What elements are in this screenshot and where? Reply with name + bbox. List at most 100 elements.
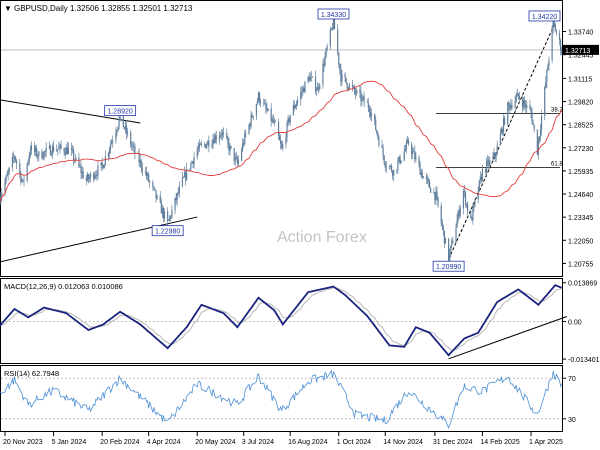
candle-body — [70, 147, 73, 150]
candle-body — [145, 171, 148, 177]
candle-body — [249, 124, 251, 127]
price-tick-label: 1.32445 — [568, 53, 593, 60]
candle-body — [73, 150, 75, 161]
candle-body — [521, 99, 524, 108]
candle-body — [407, 140, 410, 145]
candle-body — [286, 122, 288, 138]
candle-body — [503, 118, 506, 125]
candle-body — [23, 179, 25, 181]
candle-body — [548, 59, 550, 67]
candle-body — [265, 103, 267, 109]
candle-body — [314, 76, 317, 92]
candle-body — [190, 163, 192, 170]
candle-body — [376, 130, 378, 134]
candle-body — [43, 151, 45, 158]
macd-tick-label: 0.00 — [568, 320, 582, 327]
candle-body — [304, 81, 306, 93]
candle-body — [494, 152, 496, 157]
candle-body — [155, 190, 157, 199]
candle-body — [366, 102, 368, 103]
candle-body — [470, 211, 472, 218]
candle-body — [337, 29, 339, 53]
candle-body — [451, 240, 453, 246]
candle-body — [324, 56, 326, 66]
candle-body — [243, 142, 245, 144]
candle-body — [354, 86, 356, 92]
candle-body — [292, 105, 294, 116]
candle-body — [374, 113, 376, 121]
price-label-box — [151, 225, 184, 237]
candle-body — [256, 100, 259, 105]
candle-body — [481, 168, 484, 181]
candle-body — [330, 28, 332, 30]
candle-body — [85, 177, 87, 181]
candle-body — [531, 112, 533, 123]
candle-body — [489, 159, 491, 166]
candle-body — [331, 28, 334, 29]
candle-body — [175, 197, 177, 201]
macd-title: MACD(12,26,9) 0.012063 0.010086 — [4, 282, 123, 291]
candle-body — [220, 134, 223, 136]
trendline — [0, 216, 198, 263]
candle-body — [383, 155, 385, 163]
candle-body — [347, 88, 349, 90]
candle-body — [122, 112, 124, 128]
candle-body — [558, 33, 561, 40]
candle-body — [361, 97, 363, 102]
candle-body — [51, 146, 54, 155]
candle-body — [138, 153, 140, 163]
candle-body — [333, 15, 336, 30]
candle-body — [396, 169, 398, 171]
candle-body — [390, 166, 393, 172]
candle-body — [413, 151, 415, 152]
candle-body — [130, 132, 132, 145]
candle-body — [240, 150, 243, 161]
candle-body — [156, 195, 158, 199]
date-tick-label: 14 Feb 2025 — [480, 439, 519, 446]
candle-body — [360, 92, 362, 102]
candle-body — [244, 133, 246, 144]
candle-body — [213, 139, 215, 143]
candle-body — [426, 178, 429, 180]
price-tick-label: 1.20755 — [568, 261, 593, 268]
price-tick-label: 1.25935 — [568, 169, 593, 176]
candle-body — [404, 148, 406, 152]
candle-body — [171, 210, 173, 218]
candle-body — [103, 164, 105, 169]
candle-body — [329, 29, 331, 47]
candle-body — [427, 179, 430, 182]
candle-body — [399, 156, 401, 163]
candle-body — [63, 148, 65, 153]
candle-body — [281, 144, 283, 149]
candle-body — [154, 188, 156, 191]
candle-body — [435, 191, 437, 201]
candle-body — [81, 171, 83, 173]
candle-body — [49, 145, 52, 156]
candle-body — [21, 180, 23, 182]
macd-line — [0, 284, 563, 357]
candle-body — [538, 136, 541, 141]
candle-body — [71, 149, 74, 151]
candle-body — [191, 161, 193, 164]
candle-body — [537, 140, 539, 155]
candle-body — [529, 105, 531, 110]
moving-average-line — [0, 80, 563, 203]
candle-body — [44, 151, 46, 153]
candle-body — [153, 186, 155, 189]
candle-body — [170, 216, 172, 218]
candle-body — [29, 151, 31, 156]
collapse-arrow-icon[interactable]: ▼ — [4, 4, 12, 13]
candle-body — [308, 77, 310, 81]
candle-body — [96, 174, 98, 176]
price-tick-label: 1.23345 — [568, 215, 593, 222]
candle-body — [167, 211, 169, 221]
candle-body — [339, 64, 341, 70]
price-tick-label: 1.28525 — [568, 123, 593, 130]
candle-body — [185, 172, 187, 180]
candle-body — [57, 148, 59, 151]
candle-body — [400, 160, 402, 163]
candle-body — [356, 90, 358, 94]
candle-body — [288, 118, 290, 123]
candle-body — [196, 149, 198, 158]
